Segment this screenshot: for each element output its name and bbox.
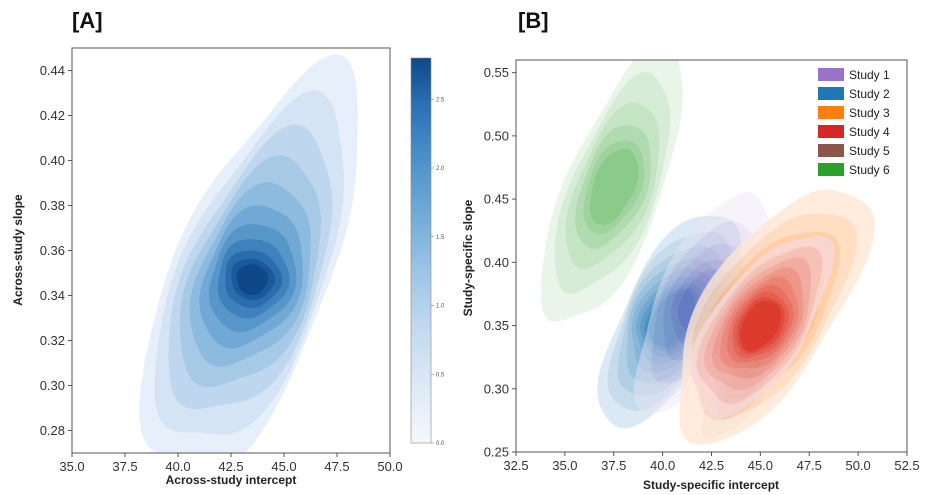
x-tick-label: 37.5 xyxy=(601,458,626,473)
study-density-study-4 xyxy=(690,236,835,419)
legend-label: Study 2 xyxy=(849,87,890,101)
y-tick-label: 0.40 xyxy=(40,153,65,168)
colorbar-tick-label: 0.0 xyxy=(436,441,445,447)
colorbar-tick-label: 2.5 xyxy=(436,97,445,103)
x-tick-label: 47.5 xyxy=(324,459,349,474)
colorbar-tick-label: 0.5 xyxy=(436,372,445,378)
panel-a-ticks: 35.0 37.5 40.0 42.5 45.0 47.5 50.0 0.28 0.30 0.32… xyxy=(40,63,403,474)
colorbar-ticks: 0.0 0.5 1.0 1.5 2.0 2.5 xyxy=(431,97,445,447)
y-tick-label: 0.35 xyxy=(484,318,509,333)
study-density-study-2 xyxy=(597,216,743,429)
density-contour xyxy=(236,264,269,296)
colorbar: 0.0 0.5 1.0 1.5 2.0 2.5 xyxy=(410,57,445,447)
y-tick-label: 0.30 xyxy=(40,378,65,393)
x-tick-label: 47.5 xyxy=(797,458,822,473)
legend-swatch xyxy=(818,163,844,176)
x-tick-label: 35.0 xyxy=(59,459,84,474)
panel-b-xlabel: Study-specific intercept xyxy=(643,478,779,492)
study-density-study-6 xyxy=(540,60,683,322)
legend-label: Study 6 xyxy=(849,163,890,177)
x-tick-label: 40.0 xyxy=(650,458,675,473)
panel-b-label: [B] xyxy=(518,8,549,33)
colorbar-bar xyxy=(410,57,432,444)
legend-label: Study 5 xyxy=(849,144,890,158)
panel-b-ticks: 32.5 35.0 37.5 40.0 42.5 45.0 47.5 50.0 52.5 0.25… xyxy=(484,65,920,473)
x-tick-label: 40.0 xyxy=(165,459,190,474)
y-tick-label: 0.25 xyxy=(484,445,509,460)
y-tick-label: 0.38 xyxy=(40,198,65,213)
x-tick-label: 50.0 xyxy=(845,458,870,473)
x-tick-label: 32.5 xyxy=(503,458,528,473)
panel-a-xlabel: Across-study intercept xyxy=(166,473,297,487)
density-contour xyxy=(739,301,782,352)
y-tick-label: 0.28 xyxy=(40,423,65,438)
panel-b-legend: Study 1 Study 2 Study 3 Study 4 Study 5 Study… xyxy=(818,68,890,177)
panel-a-density xyxy=(139,54,358,453)
density-contour xyxy=(648,290,695,348)
x-tick-label: 45.0 xyxy=(748,458,773,473)
legend-swatch xyxy=(818,87,844,100)
colorbar-tick-label: 1.0 xyxy=(436,304,445,310)
legend-label: Study 4 xyxy=(849,125,890,139)
x-tick-label: 45.0 xyxy=(271,459,296,474)
x-tick-label: 50.0 xyxy=(377,459,402,474)
y-tick-label: 0.42 xyxy=(40,108,65,123)
x-tick-label: 37.5 xyxy=(112,459,137,474)
x-tick-label: 42.5 xyxy=(218,459,243,474)
density-contour xyxy=(590,149,639,225)
legend-swatch xyxy=(818,106,844,119)
legend-swatch xyxy=(818,144,844,157)
x-tick-label: 42.5 xyxy=(699,458,724,473)
y-tick-label: 0.55 xyxy=(484,65,509,80)
panel-a-label: [A] xyxy=(72,8,103,33)
colorbar-tick-label: 2.0 xyxy=(436,166,445,172)
legend-label: Study 3 xyxy=(849,106,890,120)
x-tick-label: 52.5 xyxy=(894,458,919,473)
panel-a: [A] 35.0 37.5 40.0 42.5 45.0 47.5 50.0 0.28 0.30… xyxy=(11,8,403,487)
y-tick-label: 0.36 xyxy=(40,243,65,258)
y-tick-label: 0.34 xyxy=(40,288,65,303)
y-tick-label: 0.30 xyxy=(484,381,509,396)
y-tick-label: 0.44 xyxy=(40,63,65,78)
panel-b-ylabel: Study-specific slope xyxy=(461,199,475,316)
legend-swatch xyxy=(818,68,844,81)
legend-label: Study 1 xyxy=(849,68,890,82)
panel-b-density xyxy=(540,60,875,445)
x-tick-label: 35.0 xyxy=(552,458,577,473)
legend-swatch xyxy=(818,125,844,138)
y-tick-label: 0.45 xyxy=(484,192,509,207)
y-tick-label: 0.40 xyxy=(484,255,509,270)
y-tick-label: 0.32 xyxy=(40,333,65,348)
y-tick-label: 0.50 xyxy=(484,128,509,143)
colorbar-tick-label: 1.5 xyxy=(436,235,445,241)
panel-a-ylabel: Across-study slope xyxy=(11,194,25,306)
panel-b: [B] 32.5 35.0 37.5 40.0 42.5 45.0 47.5 50.0 52.5… xyxy=(461,8,920,492)
